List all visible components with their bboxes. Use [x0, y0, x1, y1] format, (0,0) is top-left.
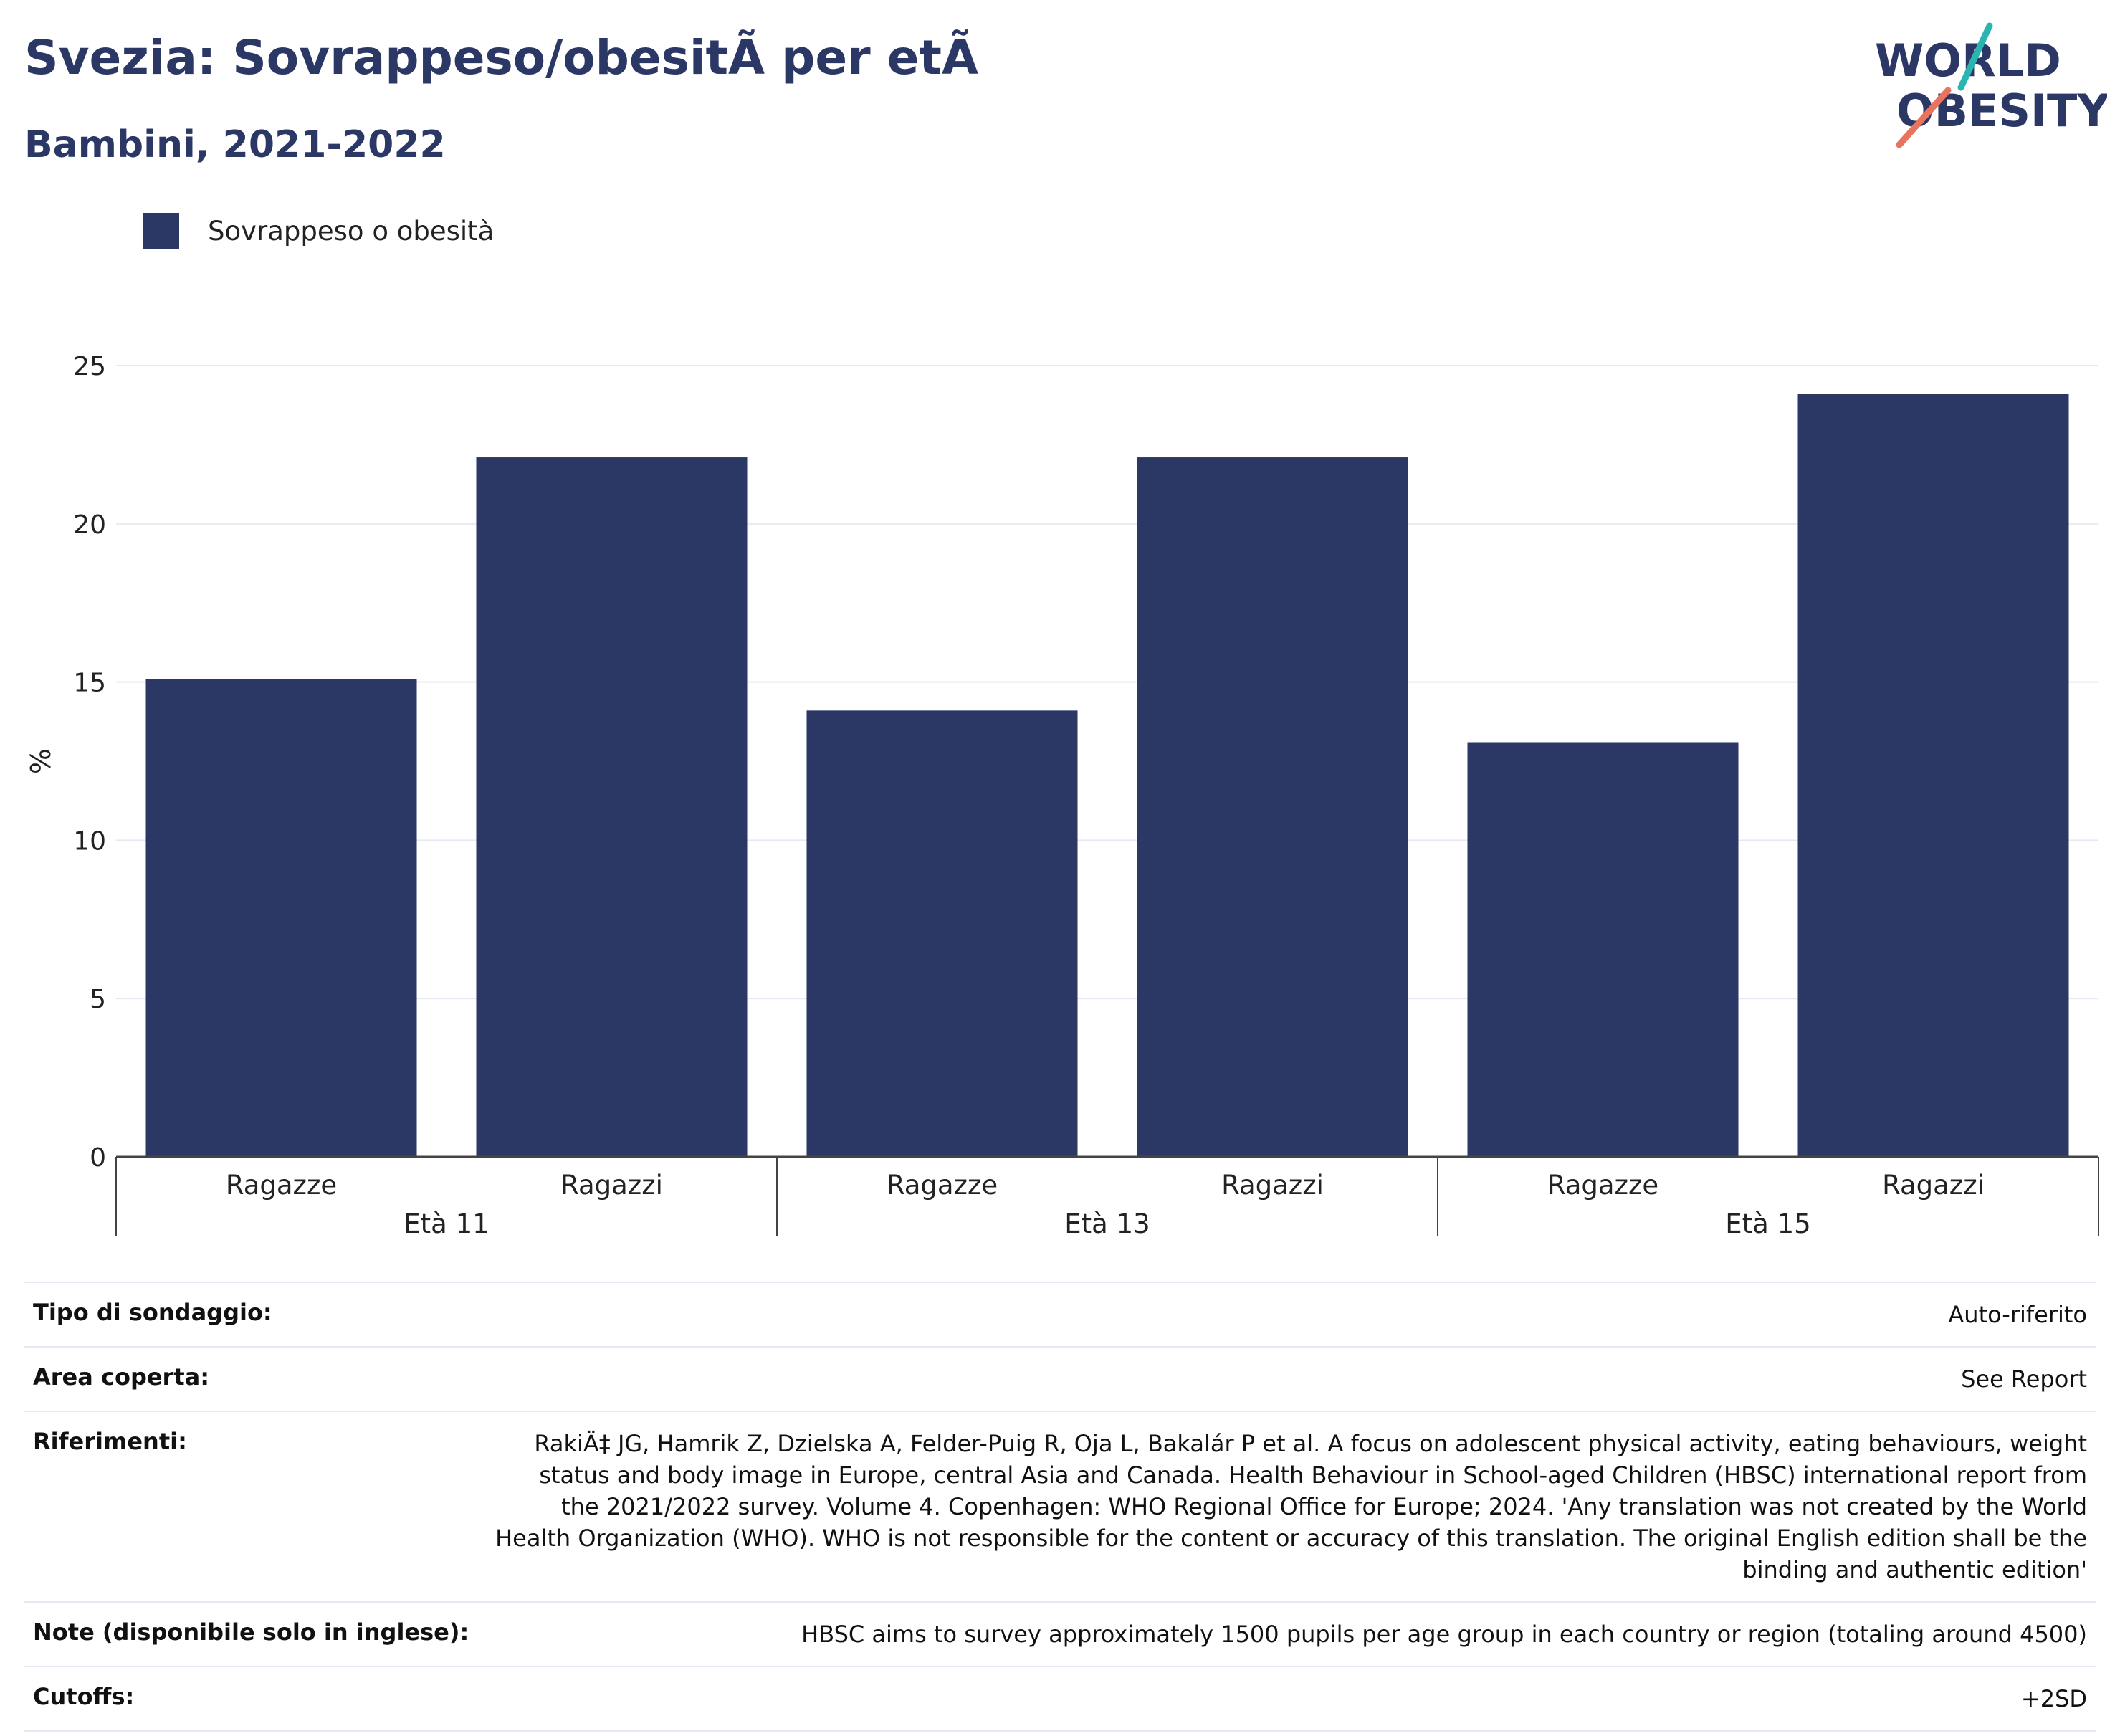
chart-subtitle: Bambini, 2021-2022: [24, 123, 446, 166]
meta-value: +2SD: [486, 1666, 2096, 1732]
world-obesity-logo: WORLD OBESITY: [1875, 22, 2107, 148]
meta-value: Auto-riferito: [486, 1282, 2096, 1347]
x-group-label: Età 15: [1725, 1208, 1810, 1239]
bar-chart: 0 5 10 15 20 25% Ragazze Ragazzi Età 11 Ragazze Ra…: [25, 352, 2099, 1239]
y-tick-label: 25: [73, 352, 106, 381]
bar: [806, 710, 1078, 1157]
meta-value: RakiÄ‡ JG, Hamrik Z, Dzielska A, Felder-…: [486, 1411, 2096, 1602]
x-group-label: Età 11: [404, 1208, 489, 1239]
bar: [476, 457, 748, 1157]
y-axis-title: %: [25, 748, 57, 774]
x-tick-label: Ragazzi: [560, 1170, 663, 1201]
x-group-label: Età 13: [1064, 1208, 1150, 1239]
bar: [1797, 394, 2069, 1157]
y-tick-label: 0: [90, 1143, 106, 1173]
x-tick-label: Ragazze: [887, 1170, 998, 1201]
metadata-table: Tipo di sondaggio: Auto-riferito Area co…: [24, 1282, 2096, 1732]
x-tick-label: Ragazzi: [1221, 1170, 1324, 1201]
legend: Sovrappeso o obesità: [143, 212, 494, 249]
meta-row-cutoffs: Cutoffs: +2SD: [24, 1666, 2096, 1732]
meta-row-references: Riferimenti: RakiÄ‡ JG, Hamrik Z, Dziels…: [24, 1411, 2096, 1602]
x-tick-label: Ragazze: [226, 1170, 337, 1201]
meta-row-survey-type: Tipo di sondaggio: Auto-riferito: [24, 1282, 2096, 1347]
meta-label: Riferimenti:: [24, 1411, 486, 1602]
meta-row-area: Area coperta: See Report: [24, 1346, 2096, 1411]
bar: [1137, 457, 1408, 1157]
bar: [145, 679, 417, 1157]
meta-label: Tipo di sondaggio:: [24, 1282, 486, 1347]
x-tick-label: Ragazze: [1547, 1170, 1658, 1201]
y-tick-label: 20: [73, 510, 106, 540]
meta-value: HBSC aims to survey approximately 1500 p…: [486, 1601, 2096, 1666]
meta-value: See Report: [486, 1346, 2096, 1411]
legend-swatch: [143, 213, 179, 249]
meta-row-notes: Note (disponibile solo in inglese): HBSC…: [24, 1601, 2096, 1666]
meta-label: Note (disponibile solo in inglese):: [24, 1601, 486, 1666]
y-tick-label: 5: [90, 985, 106, 1014]
y-tick-label: 10: [73, 826, 106, 856]
logo-slash-teal: [1957, 22, 1993, 91]
legend-label: Sovrappeso o obesità: [208, 215, 495, 247]
logo-slash-coral: [1896, 87, 1952, 148]
meta-label: Cutoffs:: [24, 1666, 486, 1732]
y-tick-label: 15: [73, 669, 106, 698]
x-tick-label: Ragazzi: [1882, 1170, 1985, 1201]
bar: [1467, 742, 1739, 1157]
meta-label: Area coperta:: [24, 1346, 486, 1411]
chart-title: Svezia: Sovrappeso/obesitÃ per etÃ: [24, 30, 979, 85]
